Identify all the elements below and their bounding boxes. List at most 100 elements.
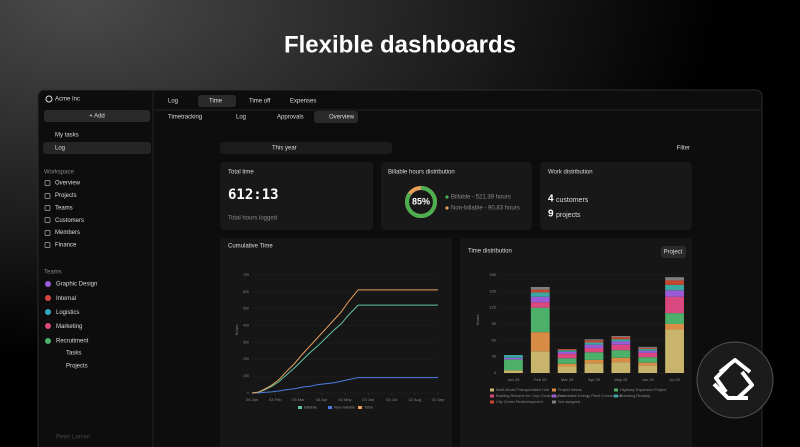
bar-segment — [611, 344, 631, 351]
tab[interactable]: Log — [168, 99, 178, 105]
bar-segment — [504, 370, 523, 373]
bar-segment — [638, 365, 658, 373]
card-title: Billable hours distribution — [388, 170, 455, 176]
nav-item[interactable]: Finance — [55, 243, 77, 249]
nav-item[interactable]: My tasks — [55, 133, 79, 139]
bar-segment — [530, 351, 550, 373]
nav-icon — [44, 217, 51, 223]
sub-item[interactable]: Projects — [66, 364, 88, 370]
subtab[interactable]: Timetracking — [168, 115, 202, 121]
nav-icon — [44, 205, 51, 211]
legend-label: Highway Expansion Project — [620, 388, 667, 392]
bar-segment — [584, 347, 604, 353]
team-icon — [45, 295, 51, 301]
bar-segment — [638, 349, 658, 351]
legend-swatch — [552, 400, 556, 404]
y-tick-label: 120 — [489, 305, 496, 310]
y-tick-label: 700 — [243, 273, 249, 277]
nav-item[interactable]: Projects — [55, 193, 77, 199]
bar-segment — [530, 292, 550, 297]
nav-item[interactable]: Customers — [55, 218, 84, 224]
bar-segment — [584, 339, 604, 341]
legend-label: Branding Revamp — [620, 394, 650, 398]
bar-segment — [557, 351, 577, 354]
headline: Flexible dashboards — [284, 31, 516, 58]
team-item[interactable]: Recruitment — [56, 338, 89, 344]
y-axis-label: Hours — [475, 315, 480, 326]
legend-label: Total — [364, 405, 373, 410]
bar-segment — [611, 337, 631, 340]
period-label[interactable]: This year — [272, 146, 297, 152]
tab[interactable]: Time off — [249, 99, 271, 105]
y-tick-label: 600 — [243, 290, 249, 294]
bar-segment — [557, 366, 577, 373]
subtab[interactable]: Approvals — [277, 115, 304, 121]
tab[interactable]: Time — [209, 99, 223, 105]
bar-segment — [584, 359, 604, 364]
chart-title: Cumulative Time — [228, 244, 273, 250]
period-selector[interactable] — [220, 142, 392, 154]
x-tick-label: 03 Jul — [386, 397, 397, 402]
legend-swatch — [552, 394, 556, 398]
team-icon — [45, 338, 51, 344]
legend-swatch — [614, 394, 618, 398]
legend-dot — [445, 195, 449, 199]
bar-segment — [530, 296, 550, 303]
bar-segment — [665, 313, 684, 324]
donut-label: 85% — [412, 196, 430, 206]
bar-segment — [584, 344, 604, 348]
bar-segment — [638, 352, 658, 358]
team-item[interactable]: Graphic Design — [56, 282, 97, 288]
legend-swatch — [298, 406, 302, 409]
card-title: Work distribution — [548, 170, 593, 176]
tab[interactable]: Expenses — [290, 99, 316, 105]
y-tick-label: 300 — [243, 340, 249, 344]
sub-item[interactable]: Tasks — [66, 351, 81, 357]
bar-segment — [611, 350, 631, 358]
team-item[interactable]: Logistics — [56, 310, 79, 316]
add-button[interactable] — [44, 110, 150, 122]
bar-segment — [611, 341, 631, 345]
bar-segment — [504, 357, 523, 360]
bar-segment — [638, 346, 658, 348]
bar-segment — [665, 280, 684, 285]
bar-segment — [530, 307, 550, 333]
x-tick-label: 04 May — [338, 397, 351, 402]
nav-item[interactable]: Members — [55, 230, 80, 236]
bar-segment — [557, 350, 577, 352]
filter-button[interactable]: Filter — [677, 146, 690, 152]
project-label[interactable]: Project — [664, 250, 683, 256]
bar-segment — [665, 277, 684, 281]
nav-active — [43, 142, 151, 154]
team-item[interactable]: Marketing — [56, 324, 82, 330]
legend-label: Building Resume for Corp Consulting Inc — [496, 394, 565, 398]
team-item[interactable]: Internal — [56, 296, 76, 302]
project-button[interactable] — [661, 246, 686, 258]
nav-item[interactable]: Teams — [55, 205, 73, 211]
team-icon — [45, 309, 51, 315]
user-name[interactable]: Peter Larsen — [56, 435, 90, 441]
legend-label: Non-billable — [334, 405, 356, 410]
bar-segment — [557, 353, 577, 359]
subtab[interactable]: Overview — [329, 115, 355, 121]
bar-segment — [504, 355, 523, 358]
y-axis-label: Hours — [234, 325, 239, 336]
add-label[interactable]: + Add — [89, 114, 105, 120]
y-tick-label: 500 — [243, 307, 249, 311]
legend-swatch — [358, 406, 362, 409]
legend-label: City Center Redevelopment — [496, 400, 544, 404]
logo-badge — [696, 341, 774, 419]
subtab[interactable]: Log — [236, 115, 246, 121]
x-tick-label: May 25 — [614, 377, 628, 382]
y-tick-label: 30 — [492, 354, 497, 359]
tab-active — [198, 95, 236, 107]
legend-label: Not assigned — [558, 400, 580, 404]
x-tick-label: 04 Apr — [316, 397, 328, 402]
nav-item[interactable]: Log — [55, 146, 65, 152]
y-tick-label: 100 — [243, 374, 249, 378]
nav-item[interactable]: Overview — [55, 181, 81, 187]
legend-swatch — [490, 400, 494, 404]
legend-swatch — [490, 394, 494, 398]
x-tick-label: Jul 25 — [669, 377, 680, 382]
section-heading: Teams — [44, 270, 62, 276]
